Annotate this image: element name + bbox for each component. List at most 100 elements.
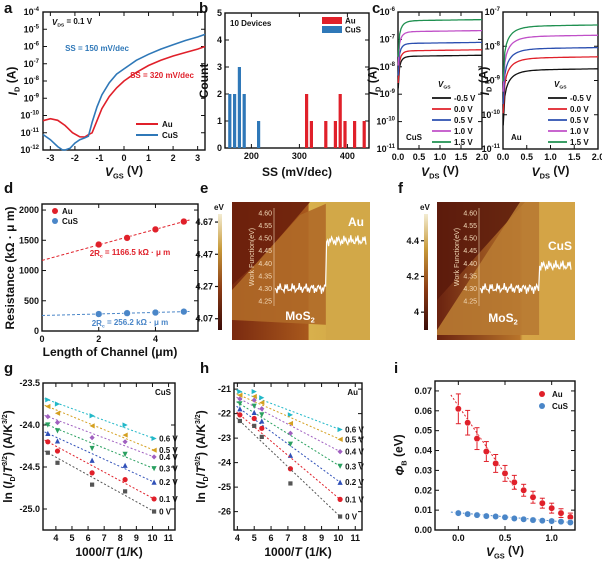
data-point <box>259 400 265 406</box>
data-point <box>454 405 462 413</box>
y-tick-label: 0.04 <box>414 446 432 456</box>
colorbar-tick-label: 4.47 <box>195 249 213 259</box>
legend-label: Au <box>552 390 563 399</box>
series-label: 0 V <box>345 513 358 522</box>
data-point <box>337 496 343 502</box>
label-sub: B <box>400 460 409 466</box>
label-rest: (A) <box>365 67 379 87</box>
y-tick-label: 0.03 <box>414 465 432 475</box>
legend-label: Au <box>345 17 356 26</box>
data-point <box>89 413 95 419</box>
bar-au <box>338 94 342 148</box>
data-point <box>151 479 157 485</box>
data-point <box>123 309 131 317</box>
y-tick-label: 5 <box>217 8 222 18</box>
tick-base: 10 <box>380 62 390 72</box>
inset-label: CuS <box>155 388 172 397</box>
x-tick-label: 0.0 <box>392 152 405 162</box>
metal-label: CuS <box>548 239 572 253</box>
series-line-cus <box>42 33 206 151</box>
legend-swatch <box>322 17 342 24</box>
legend-label: 1.5 V <box>454 138 473 147</box>
x-tick-label: 300 <box>292 151 307 161</box>
data-point <box>337 479 343 485</box>
data-point <box>337 463 343 469</box>
data-point <box>237 406 243 412</box>
bar-au <box>343 121 347 148</box>
data-point <box>492 459 500 467</box>
bar-cus <box>242 94 246 148</box>
label-rest: (A) <box>476 67 490 87</box>
bar-au <box>305 94 309 148</box>
y-tick-label: -23 <box>218 433 231 443</box>
tick-exponent: -10 <box>30 111 39 117</box>
panel-c-au: 0.0 0.5 1.0 1.5 2.010-1110-1010-910-810-7VGS… <box>476 7 602 181</box>
fit-line <box>44 450 155 512</box>
y-tick-label: 0.01 <box>414 505 432 515</box>
x-tick-label: 7 <box>285 533 290 543</box>
tick-exponent: -8 <box>34 76 40 82</box>
label-main: V <box>105 165 114 179</box>
x-tick-label: 0.5 <box>520 152 533 162</box>
data-point <box>89 423 95 429</box>
y-tick-label: 3 <box>217 62 222 72</box>
label-part: I <box>194 481 208 485</box>
label-italic: T <box>294 545 303 559</box>
panel-f: f eV 4.4 4.2 4 4.60 4.55 4.50 4.45 4.40 4.35 4.30 4.… <box>398 180 575 340</box>
y-axis-label: ID (A) <box>365 67 382 96</box>
colorbar <box>424 214 428 330</box>
data-point <box>89 445 95 452</box>
x-tick-label: 6 <box>86 533 91 543</box>
x-tick-label: 1.0 <box>544 152 557 162</box>
data-point <box>151 509 157 514</box>
data-point <box>45 439 51 445</box>
y-tick-label: 10-10 <box>481 110 500 120</box>
y-tick-label: 10-5 <box>24 24 40 34</box>
panel-label: e <box>200 180 208 197</box>
x-tick-label: 5 <box>69 533 74 543</box>
label-sub: DS <box>429 172 439 181</box>
y-tick-label: -22 <box>218 409 231 419</box>
profile-tick-label: 4.30 <box>258 286 272 293</box>
data-point <box>122 422 128 428</box>
y-tick-label: 10-11 <box>21 128 40 138</box>
y-tick-label: 10-9 <box>380 89 396 99</box>
y-tick-label: -21 <box>218 384 231 394</box>
label-rest: (1/K) <box>113 545 143 559</box>
legend-label: -0.5 V <box>570 94 592 103</box>
x-axis-label: VGS (V) <box>486 543 524 560</box>
series-label: 0.2 V <box>345 478 364 487</box>
x-axis-label: VGS (V) <box>105 163 143 180</box>
legend-label: 0.0 V <box>570 105 589 114</box>
data-point <box>259 412 265 418</box>
panel-i: i 0.0 0.5 1.0 0.00 0.01 0.02 0.03 0.04 0.05 0.06 0.… <box>391 360 576 561</box>
x-axis-label: 1000/T (1/K) <box>264 545 331 559</box>
fit-line <box>44 423 155 470</box>
data-point <box>89 470 95 476</box>
y-tick-label: -25.0 <box>19 504 40 514</box>
colorbar <box>218 214 222 330</box>
data-point <box>473 511 481 519</box>
legend-title: VGS <box>438 80 451 91</box>
y-tick-label: 0.06 <box>414 406 432 416</box>
x-tick-label: 8 <box>118 533 123 543</box>
mos2-label: MoS2 <box>488 311 517 327</box>
profile-tick-label: 4.35 <box>463 273 477 280</box>
x-tick-label: 6 <box>269 533 274 543</box>
colorbar-tick-label: 4.27 <box>195 282 213 292</box>
tick-base: 10 <box>24 7 34 17</box>
y-tick-label: 10-11 <box>482 144 501 154</box>
tick-base: 10 <box>482 144 492 154</box>
tick-exponent: -10 <box>386 117 395 123</box>
tick-exponent: -7 <box>34 59 40 65</box>
fit-annotation: 2Rc = 1166.5 kΩ · μ m <box>90 248 171 260</box>
fit-line <box>44 398 155 439</box>
tick-base: 10 <box>20 145 30 155</box>
data-point <box>259 406 265 412</box>
label-sub: GS <box>113 172 124 181</box>
y-axis-label: ln (ID/T3/2) (A/K3/2) <box>194 410 210 503</box>
label-rest: = 1166.5 kΩ · μ m <box>103 248 171 257</box>
fit-line <box>44 404 155 451</box>
tick-exponent: -12 <box>30 145 39 151</box>
